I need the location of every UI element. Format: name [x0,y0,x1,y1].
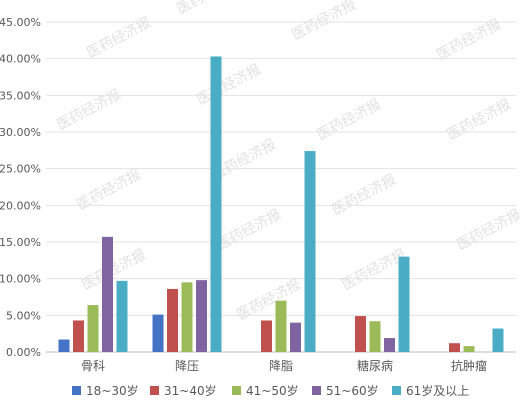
bar [58,339,70,352]
bar [398,256,410,352]
bar [275,300,287,352]
bar [463,346,475,352]
x-category-label: 降压 [175,359,199,373]
x-category-label: 骨科 [81,359,105,373]
watermark-text: 医药经济报 [194,62,263,109]
y-tick-label: 5.00% [6,309,41,322]
bar [355,316,366,352]
legend-swatch [232,386,241,395]
y-tick-label: 35.00% [0,89,41,102]
bar [304,151,316,352]
y-tick-label: 0.00% [6,346,41,359]
watermark-text: 医药经济报 [329,172,398,219]
bar [492,328,504,352]
watermark-text: 医药经济报 [339,247,408,294]
bar [290,322,301,352]
legend-label: 61岁及以上 [406,383,469,398]
x-category-label: 降脂 [269,358,293,373]
bar [369,321,381,352]
y-tick-label: 20.00% [0,199,41,212]
watermark-text: 医药经济报 [434,17,503,64]
bar [167,288,178,352]
x-category-label: 糖尿病 [357,358,393,373]
legend-swatch [392,386,401,395]
y-tick-label: 30.00% [0,126,41,139]
bar [449,343,460,352]
watermark-text: 医药经济报 [79,247,148,294]
bar [116,280,128,352]
bar [181,282,193,352]
y-tick-label: 10.00% [0,273,41,286]
bar [73,320,84,352]
watermark-text: 医药经济报 [444,97,513,144]
y-tick-label: 45.00% [0,16,41,29]
bar [210,56,222,352]
legend-label: 51~60岁 [326,383,379,398]
watermark-text: 医药经济报 [314,97,383,144]
legend-label: 31~40岁 [164,383,217,398]
bar [102,236,113,352]
bar [196,280,207,352]
x-category-label: 抗肿瘤 [451,358,487,373]
legend-swatch [150,386,159,395]
watermark-text: 医药经济报 [454,207,520,254]
y-tick-label: 15.00% [0,236,41,249]
bar [261,320,272,352]
watermark-text: 医药经济报 [214,207,283,254]
y-tick-label: 25.00% [0,163,41,176]
bar [152,314,164,352]
bar [87,305,99,352]
bar [384,338,395,352]
legend-swatch [72,386,81,395]
legend-label: 41~50岁 [246,383,299,398]
y-tick-label: 40.00% [0,53,41,66]
legend-label: 18~30岁 [86,383,139,398]
watermark-text: 医药经济报 [54,87,123,134]
watermark-text: 医药经济报 [174,0,243,18]
legend-swatch [312,386,321,395]
watermark-text: 医药经济报 [74,167,143,214]
watermark-text: 医药经济报 [234,277,303,324]
